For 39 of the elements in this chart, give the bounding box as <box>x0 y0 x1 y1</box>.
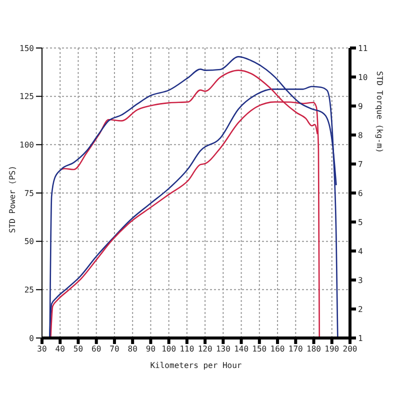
x-tick-label: 100 <box>162 344 176 354</box>
x-tick-label: 30 <box>37 344 47 354</box>
y2-tick-label: 3 <box>358 276 363 285</box>
y2-tick-label: 8 <box>358 130 363 140</box>
y-tick-label: 50 <box>24 237 34 246</box>
x-tick-label: 160 <box>270 344 285 354</box>
x-tick-label: 190 <box>324 344 340 354</box>
x-tick-label: 60 <box>92 344 102 354</box>
x-tick-label: 200 <box>342 344 358 354</box>
y2-tick-label: 11 <box>358 44 368 53</box>
x-tick-label: 70 <box>110 344 120 354</box>
y-tick-label: 25 <box>24 286 34 295</box>
y2-tick-label: 2 <box>358 304 363 314</box>
x-tick-label: 120 <box>198 344 212 354</box>
y2-tick-label: 4 <box>358 246 363 256</box>
y-tick-label: 150 <box>20 44 34 53</box>
y2-tick-label: 1 <box>358 334 363 343</box>
x-tick-label: 50 <box>73 344 84 354</box>
y2-tick-label: 10 <box>358 72 368 82</box>
x-tick-label: 110 <box>180 344 194 354</box>
y2-tick-label: 6 <box>358 188 363 198</box>
x-tick-label: 170 <box>288 344 304 354</box>
y-tick-label: 100 <box>20 140 34 150</box>
x-tick-label: 130 <box>216 344 231 354</box>
y-tick-label: 75 <box>24 188 34 198</box>
x-tick-label: 150 <box>252 344 267 354</box>
x-tick-label: 80 <box>128 344 138 354</box>
y-tick-label: 125 <box>20 92 34 102</box>
y2-tick-label: 7 <box>358 160 363 169</box>
x-axis-title: Kilometers per Hour <box>150 361 242 370</box>
x-tick-label: 140 <box>234 344 249 354</box>
y-tick-label: 0 <box>29 334 34 343</box>
y-axis-title: STD Power (PS) <box>8 166 17 233</box>
x-tick-label: 180 <box>306 344 322 354</box>
y2-tick-label: 5 <box>358 218 363 227</box>
y2-axis-title: STD Torque (kg-m) <box>375 71 384 153</box>
y2-tick-label: 9 <box>358 102 363 111</box>
x-tick-label: 90 <box>146 344 156 354</box>
x-tick-label: 40 <box>55 344 66 354</box>
